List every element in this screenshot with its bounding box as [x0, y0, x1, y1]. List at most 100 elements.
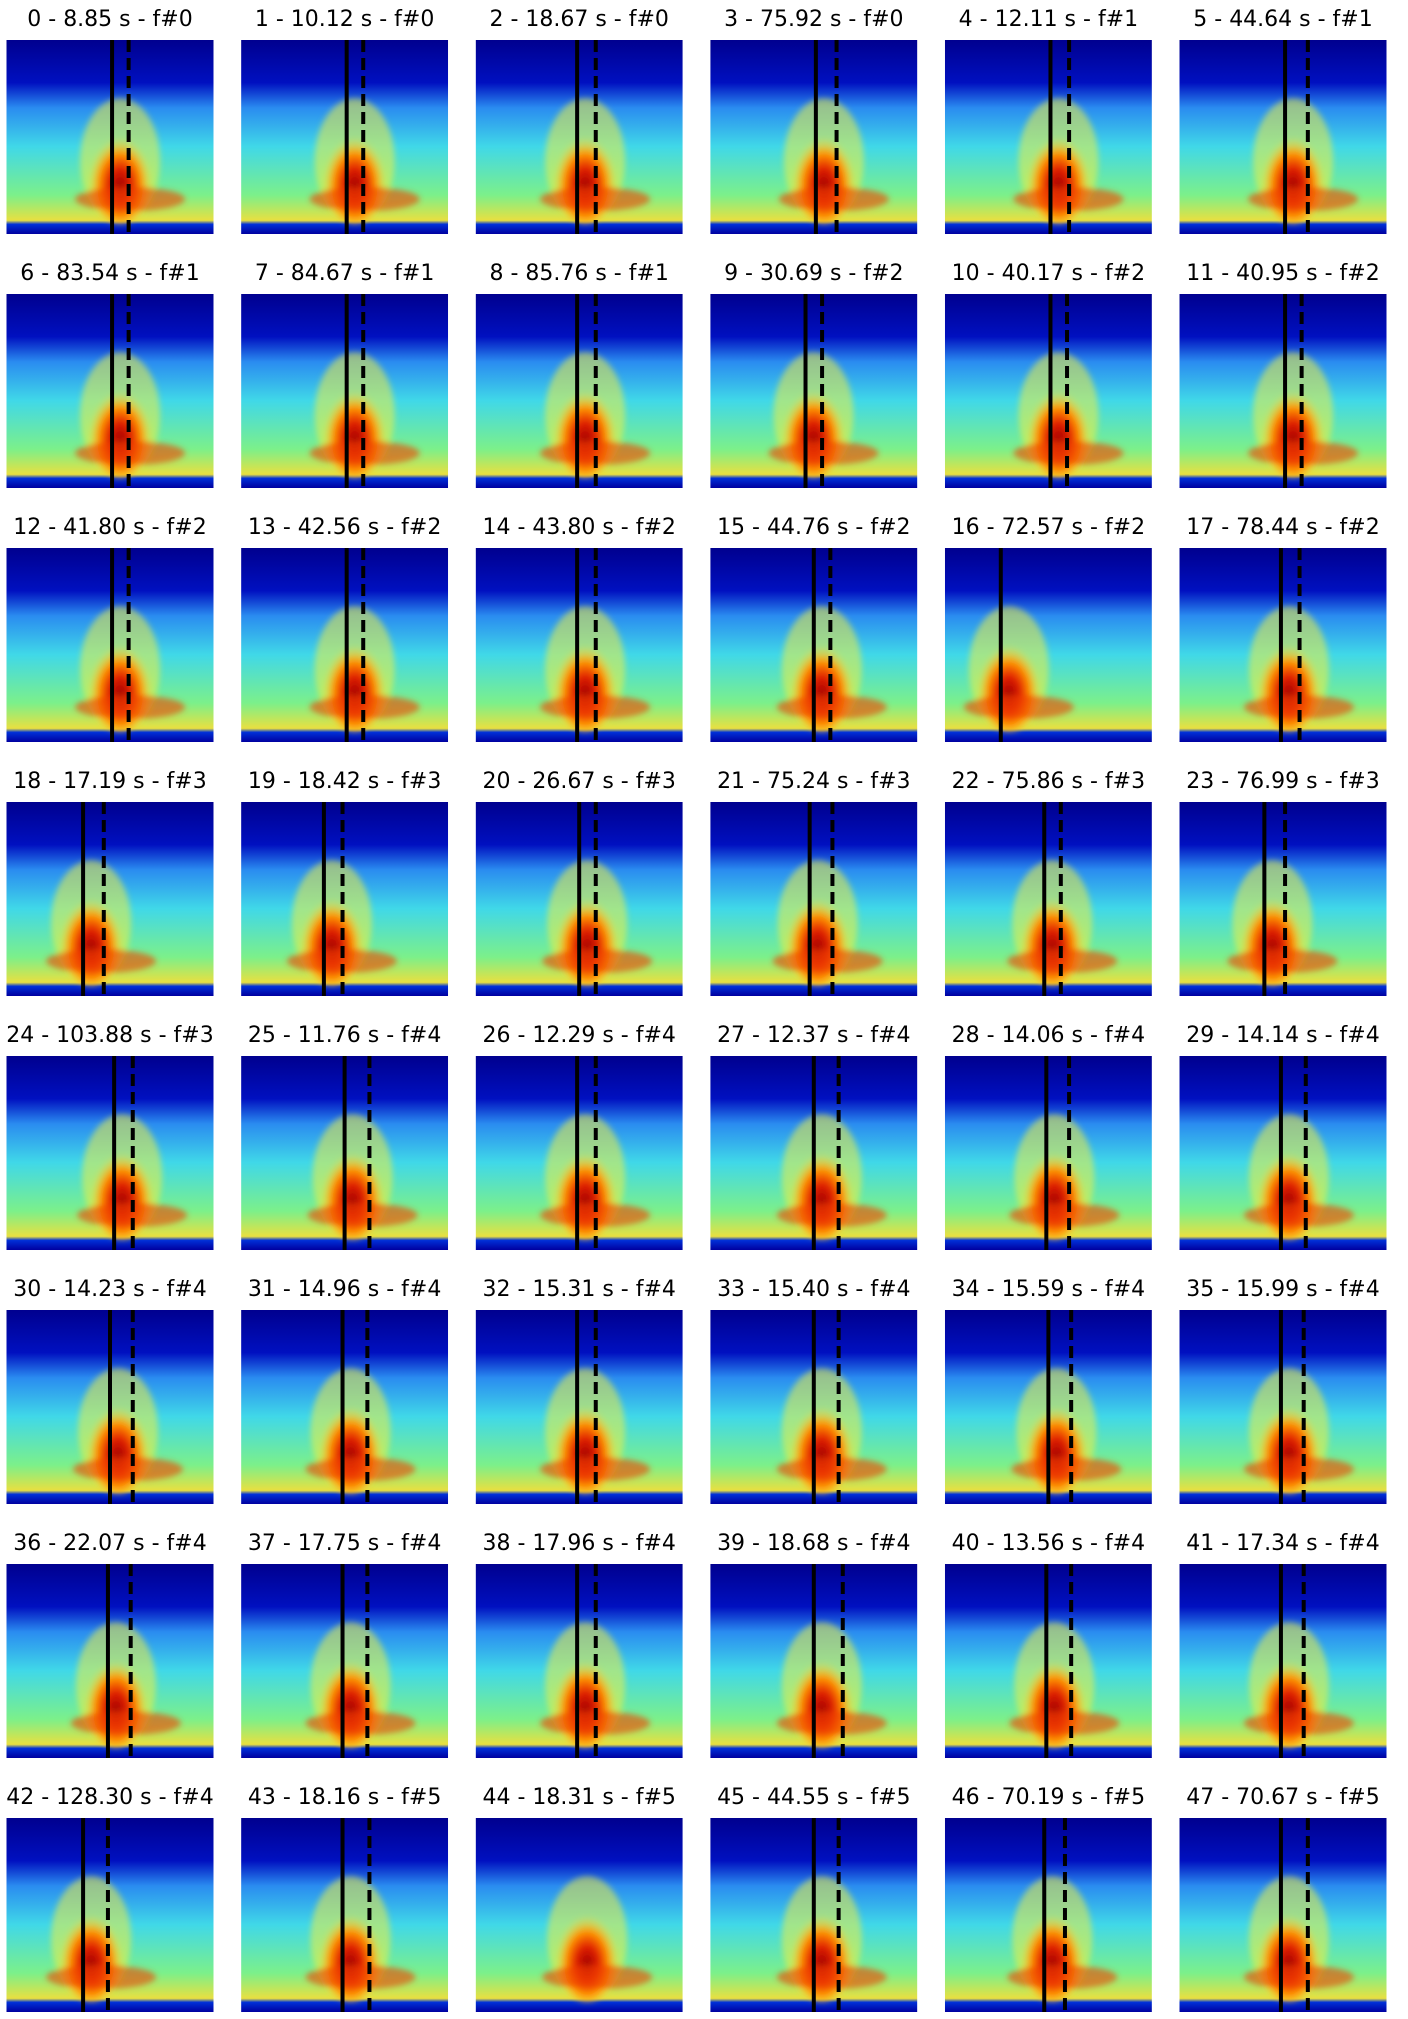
panel-title: 19 - 18.42 s - f#3	[248, 769, 441, 794]
energy-base	[1009, 1711, 1120, 1736]
spectrogram-image	[241, 1564, 449, 1758]
spectrogram	[1179, 40, 1387, 234]
panel-title: 13 - 42.56 s - f#2	[248, 515, 441, 540]
energy-base	[46, 949, 157, 974]
spectrogram-image	[1179, 1310, 1387, 1504]
energy-base	[776, 1965, 887, 1990]
spectrogram-image	[475, 548, 683, 742]
spectrogram-image	[6, 1310, 214, 1504]
spectrogram	[475, 40, 683, 234]
energy-base	[77, 1203, 188, 1228]
energy	[542, 860, 653, 986]
panel-title: 4 - 12.11 s - f#1	[959, 7, 1138, 32]
energy-base	[1248, 187, 1359, 212]
energy-base	[1227, 949, 1338, 974]
energy	[963, 606, 1074, 732]
spectrogram	[6, 1818, 214, 2012]
spectrogram	[944, 1310, 1152, 1504]
energy	[1007, 860, 1118, 986]
energy	[305, 1368, 416, 1494]
spectrogram-image	[1179, 1056, 1387, 1250]
spectrogram-image	[475, 294, 683, 488]
spectrogram	[6, 1056, 214, 1250]
energy-base	[73, 1457, 183, 1482]
spectrogram	[241, 1056, 449, 1250]
spectrogram	[1179, 1310, 1387, 1504]
energy-base	[772, 949, 883, 974]
spectrogram-image	[241, 1056, 449, 1250]
panel-title: 42 - 128.30 s - f#4	[6, 1785, 213, 1810]
energy-base	[305, 1457, 416, 1482]
energy	[286, 860, 397, 986]
spectrogram	[944, 1056, 1152, 1250]
spectrogram-image	[241, 1310, 449, 1504]
spectrogram	[6, 1564, 214, 1758]
spectrogram-image	[6, 1818, 214, 2012]
energy-base	[1243, 695, 1354, 720]
panel-title: 45 - 44.55 s - f#5	[717, 1785, 910, 1810]
spectrogram-image	[6, 548, 214, 742]
panel-title: 32 - 15.31 s - f#4	[482, 1277, 675, 1302]
energy-base	[1243, 1203, 1354, 1228]
panel-title: 43 - 18.16 s - f#5	[248, 1785, 441, 1810]
energy-base	[776, 1457, 887, 1482]
panel-title: 25 - 11.76 s - f#4	[248, 1023, 441, 1048]
energy-base	[540, 1203, 651, 1228]
panel-title: 31 - 14.96 s - f#4	[248, 1277, 441, 1302]
spectrogram-image	[475, 802, 683, 996]
spectrogram	[241, 40, 449, 234]
energy-base	[305, 1711, 416, 1736]
panel-title: 37 - 17.75 s - f#4	[248, 1531, 441, 1556]
energy-base	[963, 695, 1074, 720]
energy-base	[540, 1711, 651, 1736]
energy	[77, 1114, 188, 1240]
panel-title: 23 - 76.99 s - f#3	[1186, 769, 1379, 794]
panel-title: 20 - 26.67 s - f#3	[482, 769, 675, 794]
spectrogram	[944, 548, 1152, 742]
energy-base	[1007, 1965, 1118, 1990]
energy	[778, 98, 889, 224]
panel-title: 6 - 83.54 s - f#1	[20, 261, 199, 286]
energy-base	[1007, 949, 1118, 974]
spectrogram-image	[1179, 548, 1387, 742]
energy-base	[540, 695, 651, 720]
energy	[540, 352, 651, 478]
spectrogram-image	[710, 802, 918, 996]
spectrogram-image	[6, 802, 214, 996]
energy-base	[70, 1711, 181, 1736]
spectrogram	[710, 548, 918, 742]
panel-title: 40 - 13.56 s - f#4	[952, 1531, 1145, 1556]
spectrogram-image	[475, 1056, 683, 1250]
spectrogram-image	[1179, 1564, 1387, 1758]
energy-base	[768, 441, 879, 466]
spectrogram	[475, 1564, 683, 1758]
panel-title: 29 - 14.14 s - f#4	[1186, 1023, 1379, 1048]
panel-title: 36 - 22.07 s - f#4	[13, 1531, 206, 1556]
panel-title: 1 - 10.12 s - f#0	[255, 7, 434, 32]
spectrogram	[6, 1310, 214, 1504]
spectrogram	[1179, 1818, 1387, 2012]
energy	[1248, 352, 1359, 478]
spectrogram	[475, 294, 683, 488]
energy-base	[286, 949, 397, 974]
energy-base	[1243, 1457, 1354, 1482]
spectrogram	[710, 40, 918, 234]
energy	[776, 1876, 887, 2002]
energy-base	[1013, 441, 1124, 466]
spectrogram	[944, 802, 1152, 996]
energy	[46, 860, 157, 986]
energy-base	[540, 187, 651, 212]
spectrogram-image	[944, 548, 1152, 742]
energy	[1013, 352, 1124, 478]
energy-base	[305, 1965, 416, 1990]
energy	[307, 1114, 418, 1240]
panel-title: 35 - 15.99 s - f#4	[1186, 1277, 1379, 1302]
panel-title: 28 - 14.06 s - f#4	[952, 1023, 1145, 1048]
spectrogram	[710, 1564, 918, 1758]
energy-base	[542, 949, 653, 974]
spectrogram	[944, 1564, 1152, 1758]
panel-title: 3 - 75.92 s - f#0	[724, 7, 903, 32]
spectrogram-image	[1179, 1818, 1387, 2012]
panel-title: 24 - 103.88 s - f#3	[6, 1023, 213, 1048]
energy	[540, 1622, 651, 1748]
